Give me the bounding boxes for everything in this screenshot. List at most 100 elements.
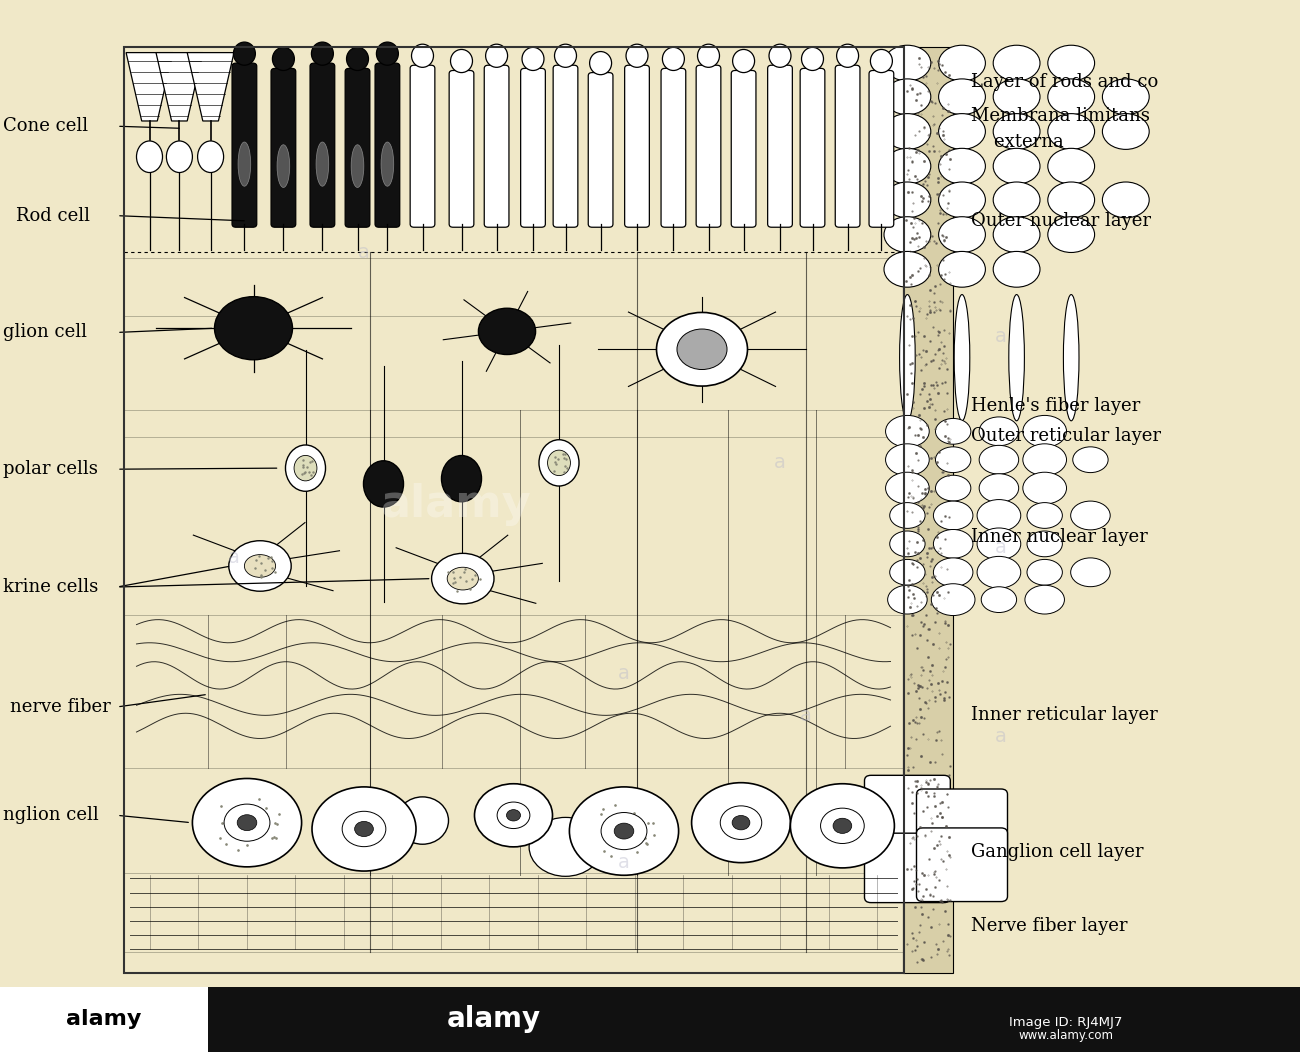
Text: glion cell: glion cell	[3, 323, 87, 342]
FancyBboxPatch shape	[624, 65, 650, 227]
Ellipse shape	[979, 473, 1019, 503]
Ellipse shape	[273, 47, 294, 70]
Bar	[0, 987, 208, 1052]
Circle shape	[833, 818, 852, 833]
Circle shape	[569, 787, 679, 875]
Ellipse shape	[1048, 217, 1095, 252]
Ellipse shape	[663, 47, 684, 70]
Ellipse shape	[381, 142, 394, 186]
Ellipse shape	[412, 44, 433, 67]
Ellipse shape	[555, 44, 576, 67]
Ellipse shape	[993, 182, 1040, 218]
FancyBboxPatch shape	[697, 65, 722, 227]
Ellipse shape	[1102, 182, 1149, 218]
Ellipse shape	[884, 45, 931, 81]
Circle shape	[229, 541, 291, 591]
Polygon shape	[156, 53, 203, 121]
Circle shape	[478, 308, 536, 355]
Ellipse shape	[294, 456, 317, 481]
Ellipse shape	[1009, 295, 1024, 421]
Text: alamy: alamy	[447, 1006, 541, 1033]
Ellipse shape	[993, 114, 1040, 149]
Text: Inner nuclear layer: Inner nuclear layer	[971, 527, 1148, 546]
Text: Membrana limitans: Membrana limitans	[971, 106, 1150, 125]
Ellipse shape	[198, 141, 224, 173]
Ellipse shape	[939, 182, 985, 218]
Ellipse shape	[733, 49, 754, 73]
Text: a: a	[774, 453, 786, 472]
FancyBboxPatch shape	[374, 63, 400, 227]
Bar	[903, 47, 953, 973]
Ellipse shape	[936, 476, 971, 501]
FancyBboxPatch shape	[450, 70, 473, 227]
Text: Outer nuclear layer: Outer nuclear layer	[971, 211, 1150, 230]
Circle shape	[790, 784, 894, 868]
Circle shape	[720, 806, 762, 839]
Circle shape	[692, 783, 790, 863]
Ellipse shape	[933, 501, 972, 530]
Circle shape	[224, 804, 270, 842]
Circle shape	[192, 778, 302, 867]
Text: Layer of rods and co: Layer of rods and co	[971, 73, 1158, 92]
Ellipse shape	[486, 44, 507, 67]
Ellipse shape	[939, 45, 985, 81]
Circle shape	[732, 815, 750, 830]
Text: Cone cell: Cone cell	[3, 117, 87, 136]
FancyBboxPatch shape	[311, 63, 335, 227]
Ellipse shape	[166, 141, 192, 173]
Polygon shape	[126, 53, 173, 121]
Ellipse shape	[936, 447, 971, 472]
FancyBboxPatch shape	[731, 70, 757, 227]
Ellipse shape	[1063, 295, 1079, 421]
Text: Rod cell: Rod cell	[16, 206, 90, 225]
Text: polar cells: polar cells	[3, 460, 97, 479]
FancyBboxPatch shape	[484, 65, 510, 227]
Ellipse shape	[978, 557, 1021, 588]
Ellipse shape	[547, 450, 571, 476]
Ellipse shape	[312, 42, 333, 65]
Ellipse shape	[933, 558, 972, 587]
Ellipse shape	[884, 79, 931, 115]
Ellipse shape	[978, 528, 1021, 560]
FancyBboxPatch shape	[836, 65, 861, 227]
Ellipse shape	[1024, 585, 1065, 614]
Ellipse shape	[982, 587, 1017, 612]
Ellipse shape	[451, 49, 472, 73]
Ellipse shape	[900, 295, 915, 421]
Bar	[124, 47, 904, 973]
Circle shape	[601, 812, 647, 850]
Ellipse shape	[1023, 416, 1066, 447]
Text: alamy: alamy	[66, 1009, 142, 1030]
Ellipse shape	[1048, 182, 1095, 218]
Ellipse shape	[885, 416, 930, 447]
Ellipse shape	[364, 461, 403, 507]
Polygon shape	[187, 53, 234, 121]
Text: Henle's fiber layer: Henle's fiber layer	[971, 397, 1140, 416]
Ellipse shape	[933, 529, 972, 559]
Ellipse shape	[277, 145, 290, 187]
Circle shape	[820, 808, 864, 844]
Text: Image ID: RJ4MJ7: Image ID: RJ4MJ7	[1009, 1016, 1123, 1029]
Ellipse shape	[770, 44, 790, 67]
Ellipse shape	[1023, 472, 1066, 504]
Ellipse shape	[1071, 501, 1110, 530]
FancyBboxPatch shape	[520, 68, 546, 227]
Ellipse shape	[889, 560, 926, 585]
Text: nerve fiber: nerve fiber	[10, 697, 112, 716]
Ellipse shape	[1048, 148, 1095, 184]
Text: a: a	[358, 243, 370, 262]
Ellipse shape	[442, 456, 481, 502]
Ellipse shape	[939, 217, 985, 252]
Ellipse shape	[351, 145, 364, 187]
Circle shape	[237, 814, 257, 831]
Circle shape	[432, 553, 494, 604]
Text: a: a	[618, 853, 630, 872]
Text: a: a	[800, 706, 812, 725]
Ellipse shape	[347, 47, 368, 70]
Ellipse shape	[939, 79, 985, 115]
Ellipse shape	[698, 44, 719, 67]
Ellipse shape	[1023, 444, 1066, 476]
Ellipse shape	[884, 148, 931, 184]
Ellipse shape	[590, 52, 611, 75]
Text: a: a	[618, 664, 630, 683]
